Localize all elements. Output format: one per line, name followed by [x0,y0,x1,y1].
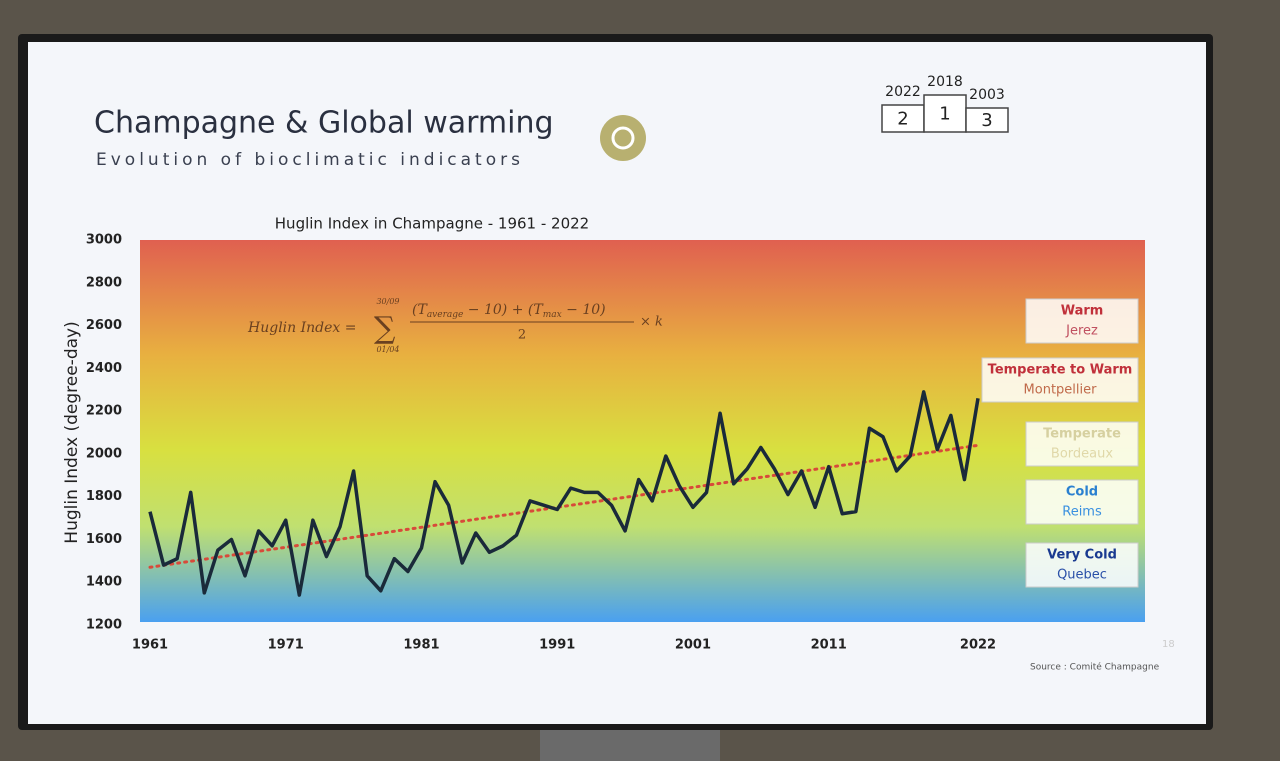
podium-step [881,104,925,133]
num-c: − 10) [562,302,606,318]
y-axis-label: Huglin Index (degree-day) [62,321,82,543]
x-tick-label: 2022 [960,638,996,653]
zone-place: Reims [1062,505,1102,520]
podium-year: 2003 [969,87,1005,103]
y-tick-label: 2000 [86,446,122,461]
x-tick-label: 1991 [539,638,575,653]
podium-step [965,107,1009,133]
zone-box [1025,542,1139,588]
x-tick-label: 2011 [811,638,847,653]
podium-rank: 3 [981,110,992,131]
zone-place: Jerez [1065,324,1098,339]
slide-subtitle: Evolution of bioclimatic indicators [96,150,524,170]
x-tick-label: 1971 [268,638,304,653]
formula-lhs: Huglin Index = [247,320,356,336]
zone-box [981,357,1139,403]
num-b: − 10) + (T [463,302,544,318]
sub-a: average [427,310,464,320]
y-tick-label: 1600 [86,532,122,547]
y-tick-label: 2200 [86,404,122,419]
chart-title: Huglin Index in Champagne - 1961 - 2022 [275,215,589,233]
formula-tail: × k [640,315,663,330]
zone-name: Warm [1061,304,1104,319]
huglin-line [148,390,980,597]
podium-step [923,94,967,133]
y-tick-label: 3000 [86,233,122,248]
slide-title: Champagne & Global warming [94,106,554,141]
sub-b: max [543,310,562,320]
podium-year: 2022 [885,84,921,100]
zone-box [1025,421,1139,467]
heat-background [140,240,1145,622]
trend-line [148,443,980,569]
logo-mark [611,126,635,150]
formula: Huglin Index = ∑ 30/09 01/04 (Taverage −… [247,297,663,354]
podium-year: 2018 [927,74,963,90]
zone-name: Temperate to Warm [988,363,1133,378]
y-tick-label: 2400 [86,361,122,376]
y-tick-label: 2600 [86,318,122,333]
denominator: 2 [518,328,526,343]
sum-sign: ∑ [374,311,396,346]
logo [600,115,646,161]
x-tick-label: 1981 [403,638,439,653]
podium-rank: 1 [939,104,950,125]
x-tick-label: 2001 [675,638,711,653]
zone-name: Cold [1066,485,1098,500]
y-tick-label: 1200 [86,618,122,633]
zone-name: Temperate [1043,427,1121,442]
source: Source : Comité Champagne [1030,662,1160,673]
y-tick-label: 1400 [86,575,122,590]
zone-place: Quebec [1057,568,1107,583]
sum-lower: 01/04 [376,345,399,354]
y-tick-label: 2800 [86,275,122,290]
zone-box [1025,298,1139,344]
x-tick-label: 1961 [132,638,168,653]
zone-name: Very Cold [1047,548,1117,563]
num-a: (T [412,302,428,318]
numerator: (Taverage − 10) + (Tmax − 10) [412,302,606,320]
page-number: 18 [1162,639,1175,650]
zone-box [1025,479,1139,525]
sum-upper: 30/09 [376,297,399,306]
podium-rank: 2 [897,109,908,130]
y-tick-label: 1800 [86,489,122,504]
zone-place: Bordeaux [1051,447,1113,462]
zone-place: Montpellier [1024,383,1098,398]
